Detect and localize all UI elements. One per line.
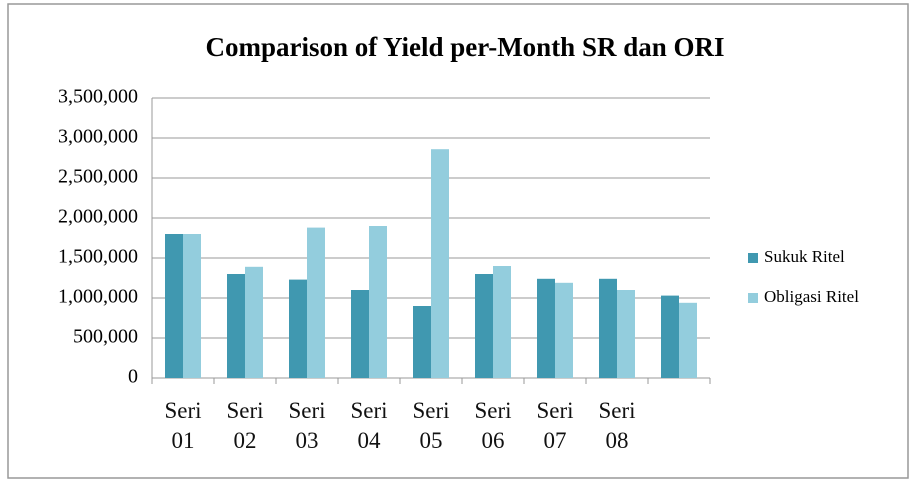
y-tick-label: 2,500,000 — [58, 166, 138, 188]
bar — [555, 282, 573, 378]
bar — [493, 266, 511, 378]
legend-swatch — [748, 293, 758, 303]
bar — [245, 266, 263, 378]
bar — [351, 290, 369, 378]
x-tick-label: Seri 04 — [350, 398, 388, 453]
x-tick-label: Seri 07 — [536, 398, 574, 453]
bar — [165, 234, 183, 378]
legend-swatch — [748, 253, 758, 263]
x-tick-label: Seri 03 — [288, 398, 326, 453]
y-tick-label: 2,000,000 — [58, 206, 138, 228]
bar — [369, 226, 387, 378]
bar — [617, 290, 635, 378]
bar — [599, 278, 617, 378]
bar — [431, 149, 449, 378]
x-tick-label: Seri 05 — [412, 398, 450, 453]
x-tick-label: Seri 01 — [164, 398, 202, 453]
legend-label: Obligasi Ritel — [764, 287, 859, 306]
y-tick-label: 3,500,000 — [58, 86, 138, 108]
y-tick-label: 500,000 — [73, 326, 138, 348]
bar — [475, 274, 493, 378]
y-tick-label: 0 — [128, 366, 138, 388]
chart-border — [7, 3, 909, 479]
bar — [307, 227, 325, 378]
chart-title: Comparison of Yield per-Month SR dan ORI — [205, 32, 724, 62]
y-tick-label: 1,000,000 — [58, 286, 138, 308]
bar — [661, 295, 679, 378]
bar — [537, 278, 555, 378]
bar — [183, 234, 201, 378]
y-tick-label: 1,500,000 — [58, 246, 138, 268]
bar — [679, 302, 697, 378]
x-tick-label: Seri 08 — [598, 398, 636, 453]
x-tick-label: Seri 06 — [474, 398, 512, 453]
bar — [227, 274, 245, 378]
bar — [413, 306, 431, 378]
x-tick-label: Seri 02 — [226, 398, 264, 453]
legend-label: Sukuk Ritel — [764, 247, 845, 266]
y-tick-label: 3,000,000 — [58, 126, 138, 148]
bar — [289, 279, 307, 378]
